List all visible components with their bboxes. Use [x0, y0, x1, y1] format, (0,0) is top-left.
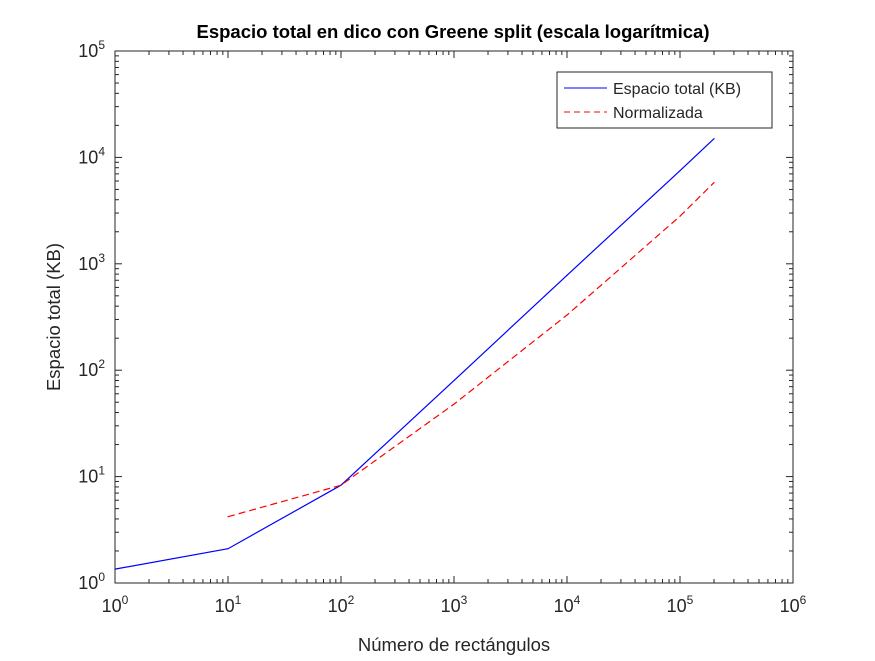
x-tick-label: 105 — [667, 593, 694, 616]
data-point-normalizada — [340, 484, 342, 486]
legend: Espacio total (KB) Normalizada — [556, 71, 773, 129]
data-point-espacio-total-kb — [453, 379, 455, 382]
x-tick-label: 103 — [441, 593, 468, 616]
x-tick-label: 102 — [328, 593, 355, 616]
y-tick-label: 103 — [78, 251, 105, 274]
x-tick-labels: 100 101 102 103 104 105 106 — [102, 593, 807, 616]
data-point-espacio-total-kb — [713, 138, 715, 140]
x-tick-label: 104 — [554, 593, 581, 616]
data-point-normalizada — [566, 314, 568, 316]
axis-ticks — [114, 50, 794, 584]
chart-title: Espacio total en dico con Greene split (… — [196, 21, 709, 42]
y-tick-label: 102 — [78, 357, 105, 380]
data-point-normalizada — [453, 403, 455, 405]
y-tick-label: 105 — [78, 38, 105, 61]
x-axis-label: Número de rectángulos — [358, 634, 550, 655]
y-tick-label: 100 — [78, 570, 105, 593]
y-tick-label: 104 — [78, 144, 105, 167]
data-point-normalizada — [713, 181, 715, 184]
data-point-normalizada — [679, 215, 681, 217]
plot-area — [115, 51, 793, 583]
y-tick-labels: 100 101 102 103 104 105 — [78, 38, 105, 593]
legend-box — [556, 71, 773, 129]
x-tick-label: 100 — [102, 593, 129, 616]
data-point-espacio-total-kb — [566, 274, 568, 276]
y-axis-label: Espacio total (KB) — [43, 243, 64, 391]
data-point-espacio-total-kb — [227, 548, 229, 550]
y-tick-label: 101 — [78, 464, 105, 487]
data-point-normalizada — [227, 516, 229, 518]
legend-label-normalizada: Normalizada — [613, 105, 703, 122]
x-tick-label: 101 — [215, 593, 242, 616]
x-tick-label: 106 — [780, 593, 807, 616]
data-point-espacio-total-kb — [679, 170, 681, 172]
plot-frame — [114, 50, 794, 584]
series-group — [114, 138, 715, 570]
legend-label-espacio-total: Espacio total (KB) — [613, 81, 741, 98]
